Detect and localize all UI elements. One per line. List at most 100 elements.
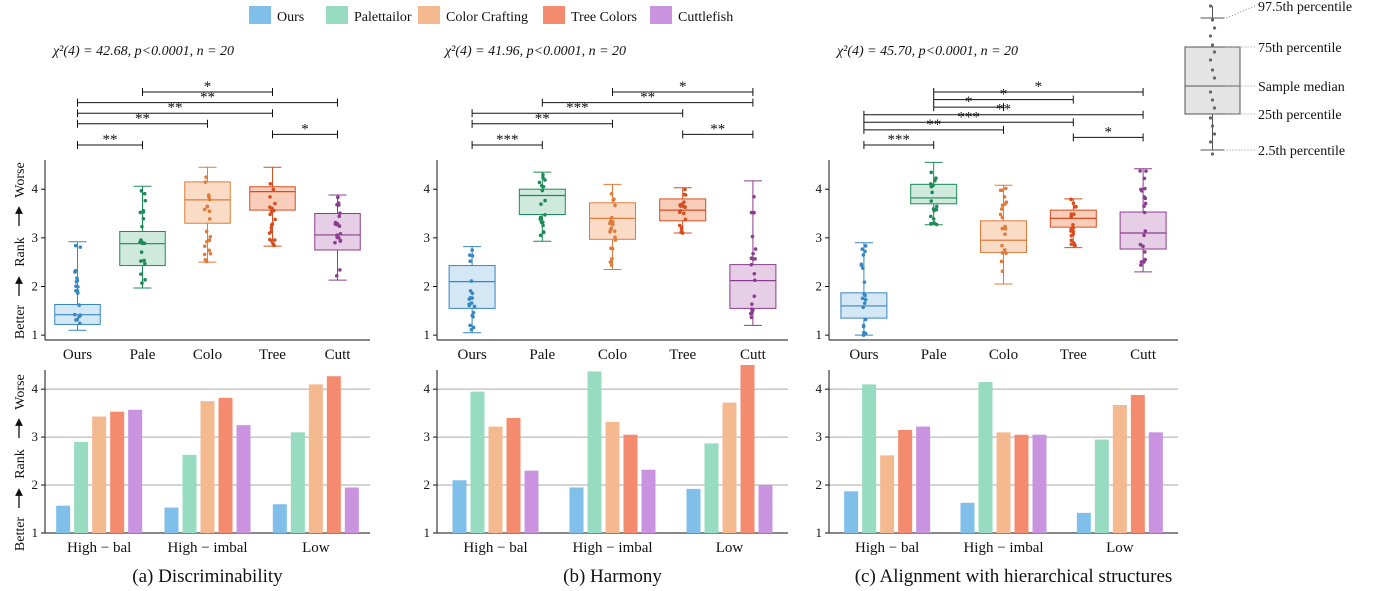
data-dot [538, 233, 543, 238]
data-dot [202, 207, 207, 212]
data-dot [1144, 169, 1148, 173]
legend-label-4: Cuttlefish [678, 10, 733, 25]
data-dot [859, 262, 864, 267]
sig-label: ** [640, 90, 655, 106]
legend-label-3: Tree Colors [571, 10, 637, 25]
data-dot [683, 205, 687, 209]
x-tick-label: Tree [259, 347, 286, 363]
data-dot [681, 211, 686, 216]
x-tick-label: High − bal [855, 540, 919, 556]
sig-label: *** [888, 132, 911, 148]
data-dot [204, 175, 208, 179]
data-dot [203, 180, 208, 184]
data-dot [1139, 260, 1144, 264]
data-dot [1000, 251, 1005, 255]
sig-label: * [1035, 79, 1043, 95]
key-label-p25: 25th percentile [1258, 108, 1342, 123]
key-label-median: Sample median [1258, 80, 1345, 95]
y-label-better: Better [13, 305, 28, 340]
data-dot [1143, 250, 1147, 254]
y-tick-label: 3 [32, 230, 39, 245]
data-dot [1000, 269, 1005, 274]
key-box [1184, 46, 1241, 115]
bar-panel-c: 1 2 3 4 High − bal High − imbal Low (c) Alignme… [816, 370, 1178, 587]
data-dot [928, 214, 933, 219]
data-dot [338, 211, 342, 215]
data-dot [860, 296, 865, 301]
x-tick-label: High − bal [67, 540, 131, 556]
data-dot [1142, 210, 1147, 215]
data-dot [338, 268, 342, 272]
data-dot [610, 222, 615, 227]
data-dot [682, 200, 686, 204]
data-dot [752, 294, 757, 299]
data-dot [1071, 222, 1075, 227]
y-tick-label: 3 [816, 429, 823, 444]
data-dot [613, 203, 617, 208]
data-dot [931, 217, 936, 221]
data-dot [537, 180, 542, 185]
box-Colo [589, 202, 636, 240]
y-tick-label: 4 [816, 181, 823, 196]
bar-ours [452, 480, 467, 533]
data-dot [472, 304, 477, 309]
data-dot [142, 191, 147, 196]
data-dot [609, 192, 614, 196]
y-tick-label: 2 [424, 278, 431, 293]
data-dot [77, 321, 82, 326]
data-dot [142, 258, 146, 263]
data-dot [543, 198, 547, 203]
data-dot [1142, 195, 1147, 199]
bar-ours [1076, 512, 1091, 533]
data-dot [1069, 212, 1074, 216]
y-tick-label: 3 [424, 429, 431, 444]
legend-swatch-4 [650, 6, 672, 24]
sig-label: * [1104, 124, 1112, 140]
data-dot [863, 293, 867, 298]
data-dot [752, 271, 757, 276]
y-tick-label: 3 [816, 230, 823, 245]
data-dot [934, 204, 939, 209]
bar-color-crafting [996, 432, 1011, 533]
data-dot [337, 224, 342, 228]
data-dot [998, 212, 1003, 217]
data-dot [471, 315, 475, 319]
data-dot [207, 248, 212, 253]
bar-ours [686, 488, 701, 533]
data-dot [77, 314, 81, 319]
data-dot [753, 247, 758, 251]
box-Colo [980, 220, 1027, 253]
data-dot [540, 188, 545, 193]
data-dot [1000, 243, 1004, 248]
data-dot [862, 301, 867, 306]
data-dot [1069, 197, 1073, 202]
data-dot [143, 278, 147, 282]
data-dot [611, 198, 615, 202]
data-dot [470, 291, 475, 296]
bar-color-crafting [488, 426, 503, 533]
data-dot [931, 207, 936, 211]
y-label-rank: Rank [13, 237, 28, 267]
key-dot [1208, 58, 1213, 62]
key-dot [1212, 26, 1217, 30]
sig-label: * [679, 79, 687, 95]
key-dot [1210, 152, 1215, 156]
data-dot [750, 234, 755, 239]
data-dot [140, 224, 144, 229]
data-dot [1139, 187, 1143, 192]
x-tick-label: Cutt [740, 347, 767, 363]
bar-palettailor [74, 441, 89, 533]
key-leader-p975 [1226, 5, 1256, 19]
key-dot [1210, 98, 1215, 102]
x-tick-label: Low [1106, 540, 1134, 556]
box-Ours [448, 265, 496, 309]
data-dot [269, 223, 274, 227]
data-dot [610, 257, 614, 261]
data-dot [613, 238, 618, 242]
data-dot [1142, 176, 1147, 181]
sig-label: ** [135, 111, 150, 127]
y-axis-label: Better Rank Worse [13, 162, 28, 339]
data-dot [338, 231, 343, 236]
data-dot [539, 202, 543, 206]
data-dot [203, 258, 208, 262]
